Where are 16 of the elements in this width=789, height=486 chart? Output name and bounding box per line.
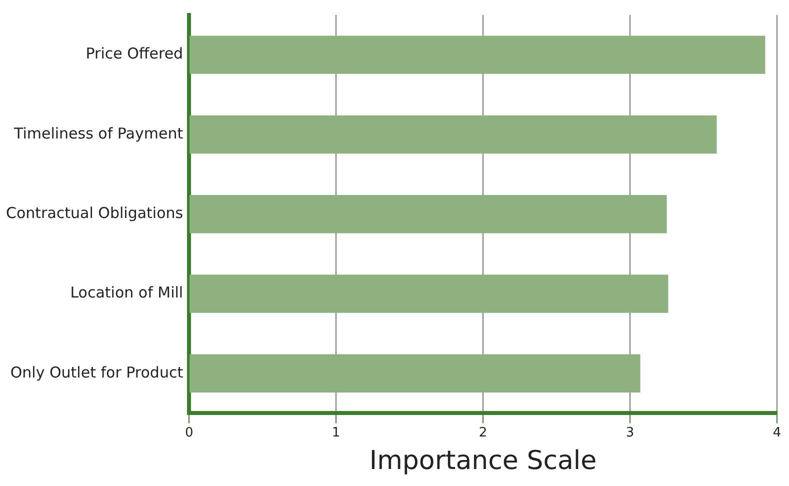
y-tick-label: Price Offered (86, 44, 184, 63)
y-tick-label: Only Outlet for Product (10, 363, 184, 382)
x-tick-label: 3 (626, 425, 634, 440)
bar (190, 115, 717, 154)
x-tick-label: 1 (332, 425, 340, 440)
x-axis-title: Importance Scale (369, 446, 597, 476)
x-tick-label: 4 (772, 425, 782, 440)
y-tick-label: Location of Mill (70, 284, 184, 302)
bar (190, 274, 668, 313)
x-tick-label: 0 (184, 425, 194, 440)
y-tick-label: Timeliness of Payment (13, 124, 184, 142)
x-tick-label: 2 (478, 425, 488, 440)
bar (190, 354, 640, 392)
bar (190, 36, 766, 74)
bar (190, 194, 667, 234)
y-tick-label: Contractual Obligations (6, 204, 184, 222)
